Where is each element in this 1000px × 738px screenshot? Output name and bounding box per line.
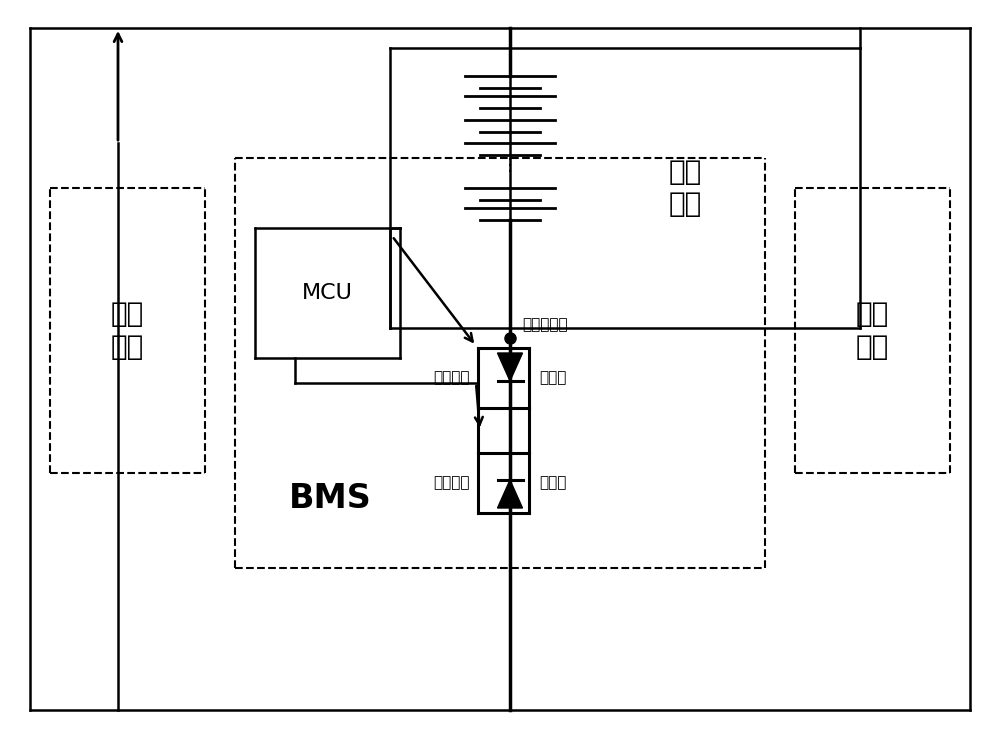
Text: BMS: BMS <box>289 481 371 514</box>
Text: ·: · <box>507 162 513 182</box>
Text: 二极管: 二极管 <box>539 475 567 491</box>
Text: 充电
设备: 充电 设备 <box>111 300 144 361</box>
Text: 放电开关: 放电开关 <box>434 370 470 385</box>
Text: MCU: MCU <box>302 283 353 303</box>
Polygon shape <box>498 480 522 508</box>
Text: ·: · <box>507 156 513 176</box>
Text: 负载
设备: 负载 设备 <box>856 300 889 361</box>
Text: ·: · <box>507 151 513 170</box>
Text: 充电开关: 充电开关 <box>434 475 470 491</box>
Text: 电流检测点: 电流检测点 <box>522 317 568 332</box>
Text: 二极管: 二极管 <box>539 370 567 385</box>
Polygon shape <box>498 353 522 381</box>
Text: 电池
模组: 电池 模组 <box>668 158 702 218</box>
